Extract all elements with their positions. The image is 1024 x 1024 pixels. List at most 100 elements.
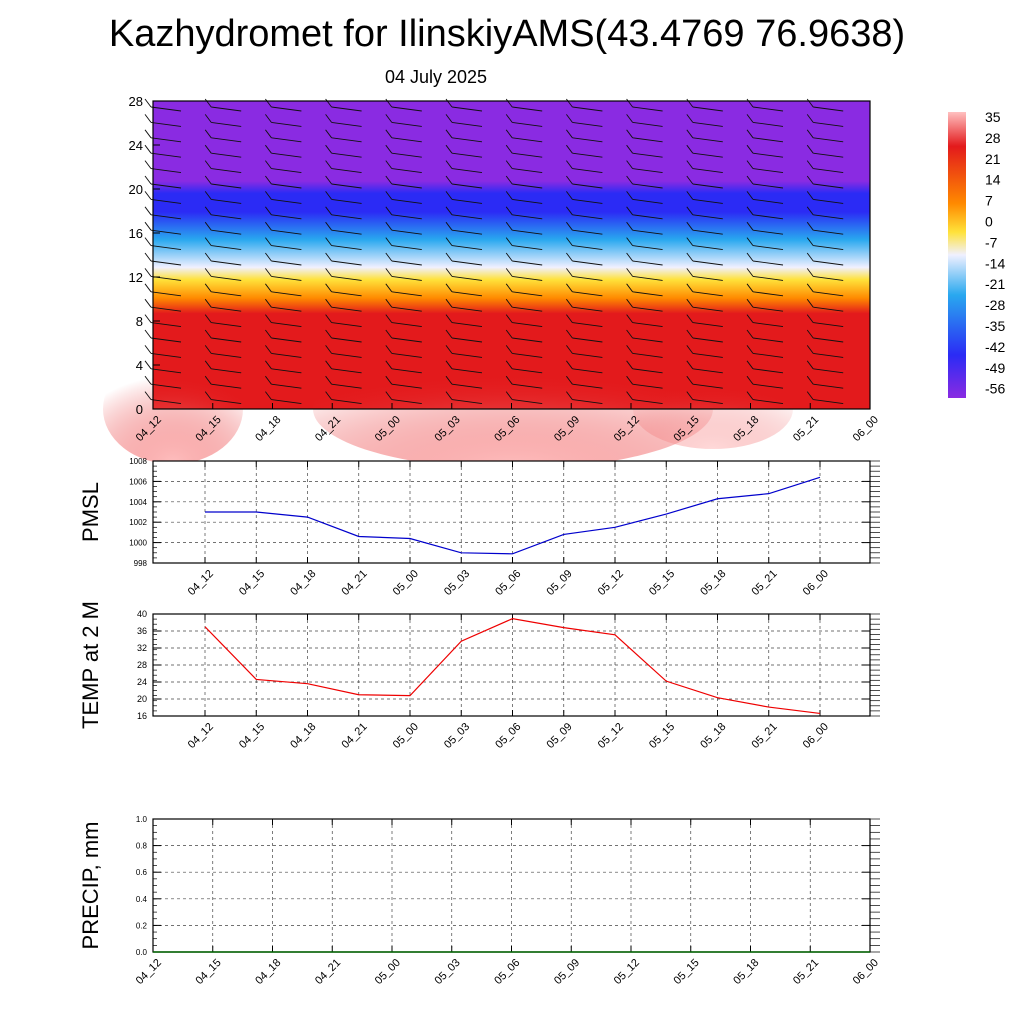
wind-barb bbox=[626, 114, 633, 123]
wind-barb bbox=[204, 375, 212, 385]
wind-barb bbox=[512, 322, 543, 328]
y-tick-label: 0.2 bbox=[136, 921, 148, 930]
wind-barb bbox=[331, 352, 362, 358]
x-tick-label: 04_15 bbox=[237, 568, 267, 598]
x-tick-label: 05_15 bbox=[647, 721, 677, 751]
wind-barb bbox=[626, 298, 633, 308]
wind-barb bbox=[150, 260, 182, 266]
wind-barb bbox=[331, 368, 362, 374]
wind-barb bbox=[626, 375, 633, 385]
wind-barb bbox=[686, 206, 694, 216]
wind-barb bbox=[813, 198, 844, 204]
wind-barb bbox=[265, 206, 272, 216]
wind-barb bbox=[265, 129, 272, 139]
wind-barb bbox=[385, 391, 393, 400]
wind-barb bbox=[271, 106, 302, 112]
wind-barb bbox=[572, 260, 603, 266]
wind-barb bbox=[144, 345, 152, 354]
wind-barb bbox=[686, 252, 694, 262]
wind-barb bbox=[686, 129, 694, 139]
wind-barb bbox=[150, 168, 182, 174]
wind-barb bbox=[385, 144, 393, 154]
wind-barb bbox=[144, 160, 152, 169]
x-tick-label: 06_00 bbox=[801, 568, 831, 598]
wind-barb bbox=[331, 245, 362, 251]
pmsl-frame bbox=[152, 460, 871, 564]
wind-barb bbox=[512, 245, 543, 251]
wind-barb bbox=[512, 291, 543, 297]
wind-barb bbox=[265, 114, 272, 123]
wind-barb bbox=[451, 291, 483, 297]
x-tick-label: 05_21 bbox=[791, 957, 821, 987]
colorbar-label: -14 bbox=[985, 255, 1005, 271]
wind-barb bbox=[626, 252, 633, 262]
precip-panel: 0.0 0.2 0.4 0.6 0.8 1.0 04_12 04_15 04_18 04_21 05… bbox=[78, 815, 881, 987]
wind-barb bbox=[451, 121, 483, 127]
wind-barb bbox=[451, 337, 483, 343]
wind-barb bbox=[746, 129, 754, 139]
wind-barb bbox=[144, 314, 152, 323]
wind-barb bbox=[325, 360, 332, 370]
wind-barb bbox=[325, 329, 332, 339]
wind-barb bbox=[692, 322, 723, 328]
wind-barb bbox=[746, 191, 754, 200]
x-tick-label: 05_03 bbox=[433, 957, 463, 987]
wind-barb bbox=[686, 283, 694, 293]
wind-barb bbox=[391, 306, 422, 312]
wind-barb bbox=[144, 391, 152, 400]
wind-barb bbox=[572, 106, 603, 112]
wind-barb bbox=[385, 252, 393, 262]
wind-barb bbox=[686, 160, 694, 169]
wind-barb bbox=[632, 137, 663, 143]
wind-barb bbox=[204, 252, 212, 262]
wind-barb bbox=[211, 260, 242, 266]
wind-barb bbox=[451, 245, 483, 251]
x-tick-label: 06_00 bbox=[851, 957, 881, 987]
wind-barb bbox=[566, 345, 573, 354]
pmsl-panel: 998 1000 1002 1004 1006 1008 04_12 04_15 04_18 04… bbox=[78, 457, 880, 598]
x-tick-label: 05_15 bbox=[672, 957, 702, 987]
wind-barb bbox=[813, 275, 844, 281]
wind-barb bbox=[686, 268, 694, 277]
wind-barb bbox=[265, 314, 272, 323]
wind-barb bbox=[204, 144, 212, 154]
wind-barb bbox=[505, 237, 513, 246]
wind-barb bbox=[325, 160, 332, 169]
wind-barb bbox=[325, 268, 332, 277]
wind-barb bbox=[331, 399, 362, 405]
wind-barb bbox=[325, 314, 332, 323]
wind-barb bbox=[512, 152, 543, 158]
y-tick-label: 0.6 bbox=[136, 868, 148, 877]
wind-barb bbox=[445, 191, 453, 200]
wind-barb bbox=[204, 114, 212, 123]
wind-barb bbox=[806, 391, 814, 400]
wind-barb bbox=[813, 152, 844, 158]
wind-barb bbox=[331, 383, 362, 389]
wind-barb bbox=[572, 229, 603, 235]
wind-barb bbox=[331, 306, 362, 312]
x-tick-label: 06_00 bbox=[851, 414, 881, 444]
wind-barb bbox=[806, 252, 814, 262]
temp-2m-frame bbox=[152, 613, 871, 717]
wind-barb bbox=[204, 391, 212, 400]
wind-barb bbox=[385, 191, 393, 200]
x-tick-label: 04_12 bbox=[134, 957, 164, 987]
chart-subtitle: 04 July 2025 bbox=[384, 67, 488, 87]
wind-barb bbox=[572, 198, 603, 204]
wind-barb bbox=[626, 283, 633, 293]
wind-barb bbox=[566, 129, 573, 139]
wind-barb bbox=[150, 121, 182, 127]
wind-barb bbox=[572, 352, 603, 358]
wind-barb bbox=[331, 337, 362, 343]
wind-barb bbox=[204, 129, 212, 139]
wind-barb bbox=[211, 152, 242, 158]
wind-barb bbox=[271, 214, 302, 220]
wind-barb bbox=[813, 368, 844, 374]
wind-barb bbox=[391, 121, 422, 127]
wind-barb bbox=[265, 298, 272, 308]
wind-barb bbox=[626, 221, 633, 231]
wind-barb bbox=[626, 237, 633, 246]
wind-barb bbox=[752, 399, 784, 405]
wind-barb bbox=[632, 291, 663, 297]
wind-barb bbox=[752, 291, 784, 297]
